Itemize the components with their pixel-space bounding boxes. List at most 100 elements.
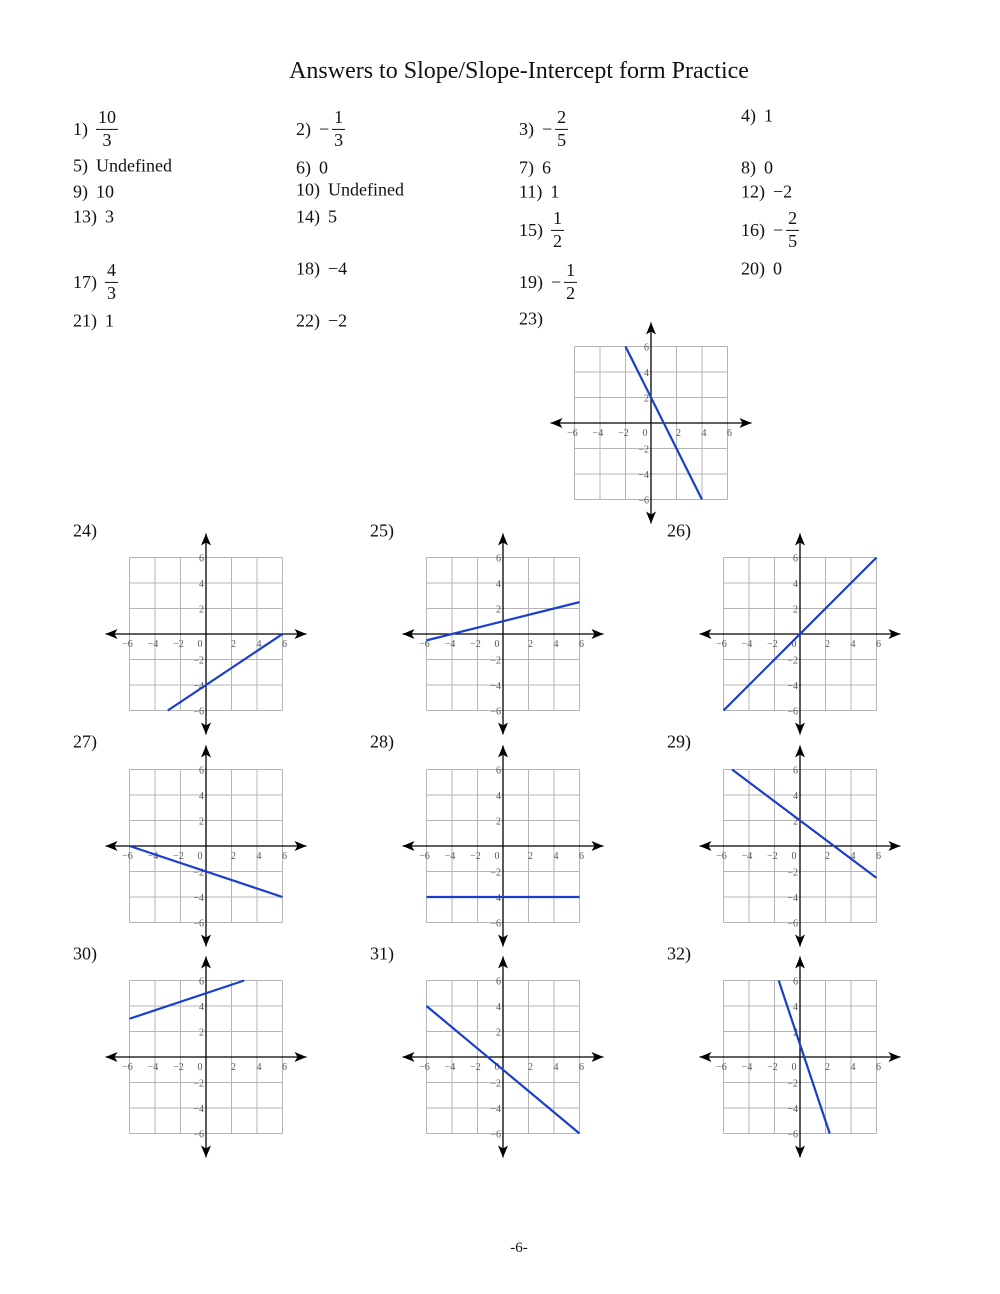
x-tick-label: −6	[419, 639, 430, 650]
x-tick-label: 2	[231, 1062, 236, 1073]
answer-number: 16)	[741, 219, 765, 240]
denominator: 3	[334, 129, 344, 150]
graph-line	[425, 1005, 581, 1135]
x-tick-label: 0	[198, 851, 203, 862]
y-tick-label: 4	[793, 579, 798, 590]
arrow-down-icon	[201, 722, 211, 735]
y-tick-label: −6	[787, 1130, 798, 1141]
answer-number: 19)	[519, 271, 543, 292]
answer-value: −2	[773, 181, 793, 202]
answer-item: 22) −2	[296, 311, 347, 332]
answer-value: 5	[328, 206, 337, 227]
arrow-up-icon	[795, 533, 805, 546]
y-tick-label: −2	[787, 868, 798, 879]
x-tick-label: 4	[702, 428, 707, 439]
x-tick-label: 0	[792, 851, 797, 862]
arrow-left-icon	[402, 841, 415, 851]
answer-item: 2) −1 3	[296, 107, 346, 151]
y-tick-label: 4	[793, 791, 798, 802]
y-tick-label: −2	[490, 868, 501, 879]
graph-label: 24)	[73, 520, 97, 541]
answer-value: 1	[105, 310, 114, 331]
answer-number: 3)	[519, 118, 534, 139]
x-tick-label: 6	[282, 851, 287, 862]
x-tick-label: −4	[445, 851, 456, 862]
answer-item: 4) 1	[741, 106, 773, 127]
denominator: 5	[788, 230, 798, 251]
answer-number: 20)	[741, 258, 765, 279]
arrow-left-icon	[402, 1052, 415, 1062]
answer-number: 5)	[73, 155, 88, 176]
graph-label: 31)	[370, 943, 394, 964]
x-tick-label: 0	[792, 639, 797, 650]
y-tick-label: 2	[199, 817, 204, 828]
y-tick-label: 2	[496, 605, 501, 616]
graph-label: 30)	[73, 943, 97, 964]
graph-label: 25)	[370, 520, 394, 541]
y-tick-label: 2	[644, 394, 649, 405]
answer-item: 6) 0	[296, 158, 328, 179]
arrow-left-icon	[699, 1052, 712, 1062]
y-tick-label: −4	[490, 1104, 501, 1115]
arrow-down-icon	[795, 1145, 805, 1158]
x-tick-label: −6	[567, 428, 578, 439]
denominator: 2	[553, 230, 562, 251]
answer-number: 22)	[296, 310, 320, 331]
numerator: 2	[786, 208, 800, 231]
x-tick-label: −6	[122, 639, 133, 650]
y-tick-label: 2	[199, 1028, 204, 1039]
answer-item: 16) −2 5	[741, 208, 800, 252]
arrow-down-icon	[201, 934, 211, 947]
x-tick-label: 4	[554, 1062, 559, 1073]
y-tick-label: 4	[793, 1002, 798, 1013]
graph-line	[624, 346, 703, 500]
answer-item: 19) −1 2	[519, 260, 578, 304]
arrow-down-icon	[498, 722, 508, 735]
x-tick-label: 6	[579, 851, 584, 862]
arrow-right-icon	[888, 1052, 901, 1062]
y-tick-label: −4	[787, 681, 798, 692]
graph-label: 29)	[667, 731, 691, 752]
answer-number: 11)	[519, 181, 543, 202]
x-tick-label: −6	[122, 851, 133, 862]
answer-number: 17)	[73, 271, 97, 292]
x-tick-label: −6	[122, 1062, 133, 1073]
arrow-up-icon	[498, 956, 508, 969]
x-tick-label: 0	[495, 851, 500, 862]
answer-fraction: 10 3	[96, 107, 118, 151]
y-tick-label: 4	[199, 579, 204, 590]
answer-number: 18)	[296, 258, 320, 279]
x-tick-label: 0	[198, 639, 203, 650]
answer-item: 8) 0	[741, 158, 773, 179]
y-tick-label: 4	[496, 579, 501, 590]
arrow-right-icon	[294, 629, 307, 639]
x-tick-label: 0	[792, 1062, 797, 1073]
x-tick-label: 0	[198, 1062, 203, 1073]
arrow-down-icon	[498, 934, 508, 947]
answer-sign: −	[551, 271, 562, 292]
answer-value: −2	[328, 310, 348, 331]
answer-number: 21)	[73, 310, 97, 331]
y-tick-label: 4	[496, 791, 501, 802]
y-tick-label: −2	[787, 656, 798, 667]
answer-number: 15)	[519, 219, 543, 240]
graph-label: 23)	[519, 308, 543, 329]
y-tick-label: 6	[793, 766, 798, 777]
y-tick-label: 4	[496, 1002, 501, 1013]
y-tick-label: 6	[496, 766, 501, 777]
answer-item: 15) 1 2	[519, 208, 564, 252]
y-tick-label: −4	[787, 1104, 798, 1115]
y-tick-label: 2	[199, 605, 204, 616]
y-tick-label: −4	[490, 893, 501, 904]
numerator: 1	[551, 208, 564, 231]
y-tick-label: 2	[793, 605, 798, 616]
x-tick-label: −2	[173, 851, 184, 862]
y-tick-label: −2	[193, 868, 204, 879]
y-tick-label: −4	[193, 1104, 204, 1115]
